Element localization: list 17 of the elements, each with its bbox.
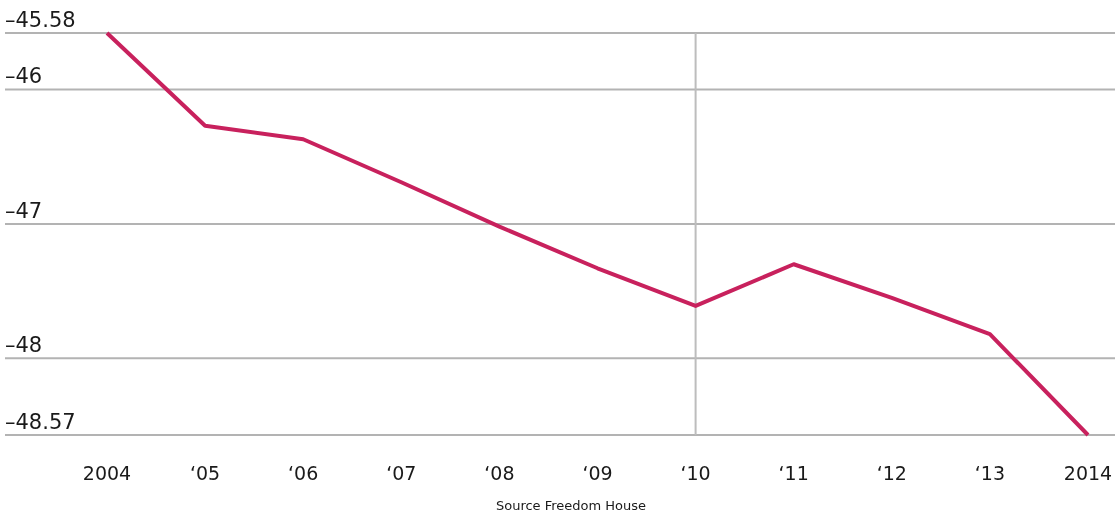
- x-tick-label: ‘13: [974, 462, 1006, 484]
- source-note: Source Freedom House: [495, 498, 647, 513]
- x-tick-label: 2004: [82, 462, 132, 484]
- y-tick-label: –46: [5, 64, 43, 89]
- y-tick-label: –47: [5, 198, 43, 223]
- x-tick-label: ‘07: [386, 462, 417, 484]
- x-tick-label: ‘05: [189, 462, 221, 484]
- x-tick-label: 2014: [1063, 462, 1113, 484]
- x-tick-label: ‘09: [582, 462, 613, 484]
- y-tick-label: –45.58: [5, 8, 76, 32]
- x-tick-label: ‘08: [484, 462, 515, 484]
- x-tick-label: ‘11: [778, 462, 809, 484]
- y-tick-label: –48: [5, 333, 43, 358]
- x-tick-label: ‘06: [288, 462, 319, 484]
- x-tick-label: ‘10: [680, 462, 711, 484]
- x-tick-label: ‘12: [876, 462, 907, 484]
- y-tick-label: –48.57: [5, 410, 76, 434]
